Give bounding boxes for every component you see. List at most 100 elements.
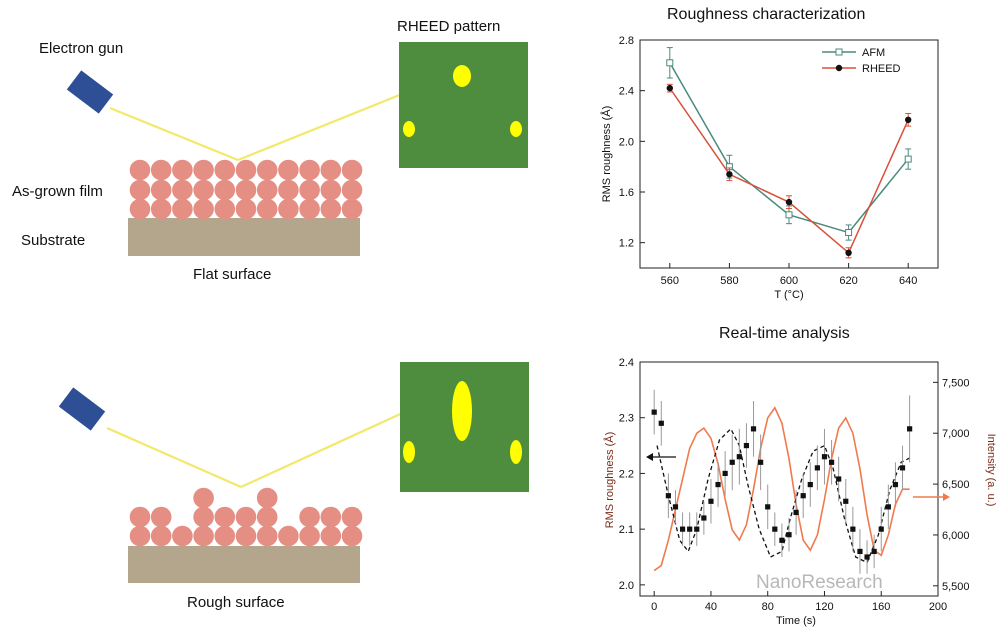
chart1-point-rheed [785,198,793,206]
chart2-point [885,504,891,510]
flat-surface-label: Flat surface [193,266,272,283]
substrate-bottom [128,546,360,583]
chart1-ylabel: RMS roughness (Å) [600,106,613,203]
chart2-point [722,470,728,477]
film-sphere [214,179,236,201]
film-sphere [193,487,214,509]
film-sphere [341,525,363,547]
electron-gun-top [66,70,114,114]
chart2-arrowhead-right [943,493,950,501]
film-sphere [172,198,193,220]
chart2-point [836,476,842,482]
chart2-xtick-label: 40 [705,601,717,613]
chart2-point [907,426,913,432]
film-sphere [320,198,342,220]
beam-incident-top [109,106,239,162]
chart2-point [814,465,820,471]
chart1-point-afm [904,155,912,163]
chart2-point [658,420,664,426]
film-sphere [341,198,363,220]
film-sphere [299,159,320,181]
film-sphere [235,179,257,201]
chart1-xtick-label: 640 [899,275,917,287]
chart2-point [708,498,714,504]
film-sphere [150,198,172,220]
realtime-chart: 2.0 2.1 2.2 2.3 2.4 5,500 6,000 6,500 7,000 7,500… [603,357,997,627]
film-sphere [172,179,193,201]
roughness-chart: 1.2 1.6 2.0 2.4 2.8 560 580 600 620 640 T (°C) RMS … [600,35,939,301]
chart1-xtick-label: 620 [839,275,857,287]
chart2-point [899,465,906,471]
rheed-spot-left-top [403,121,415,137]
film-sphere [129,506,151,528]
film-sphere [235,159,257,181]
beam-incident-bottom [106,426,242,489]
chart2-y2tick-label: 6,000 [942,530,970,542]
film-sphere [278,525,299,547]
chart1-xlabel: T (°C) [774,289,803,301]
chart2-xtick-label: 0 [651,601,657,613]
chart2-xtick-label: 120 [815,601,833,613]
chart2-title: Real-time analysis [719,325,850,342]
film-sphere [341,506,363,528]
chart2-point [729,459,735,465]
film-sphere [129,525,151,547]
beam-reflected-top [237,90,408,162]
chart2-ytick-label: 2.2 [619,468,634,480]
chart2-y2tick-label: 6,500 [942,479,970,491]
film-sphere [256,198,278,220]
chart2-point [878,526,884,532]
substrate-top [128,218,360,256]
film-sphere [214,159,236,181]
film-sphere [256,159,278,181]
chart2-arrowhead-left [646,453,653,461]
chart2-point [807,481,813,488]
film-sphere [256,506,278,528]
chart1-ytick-label: 2.8 [619,35,634,47]
chart2-xtick-label: 80 [762,601,774,613]
film-sphere [129,159,151,181]
film-sphere [214,525,236,547]
chart2-ytick-label: 2.4 [619,357,634,369]
film-sphere [150,179,172,201]
chart2-point [864,554,870,560]
chart1-point-rheed [666,84,673,92]
chart1-point-afm [666,59,674,67]
film-sphere [320,525,342,547]
chart2-point [694,526,700,532]
chart2-point [828,459,835,465]
film-sphere [278,198,299,220]
as-grown-film-label: As-grown film [12,183,103,200]
film-sphere [150,525,172,547]
chart2-frame [639,361,939,597]
film-sphere [299,179,320,201]
chart2-point [892,481,899,488]
film-sphere [235,525,257,547]
film-sphere [299,198,320,220]
chart1-xtick-label: 600 [780,275,798,287]
substrate-label: Substrate [21,232,86,249]
chart1-ytick-label: 2.4 [619,86,634,98]
chart2-point [793,509,799,516]
rheed-screen-top [399,42,528,168]
chart2-xlabel: Time (s) [776,615,816,627]
chart2-y2tick-label: 7,500 [942,377,970,389]
chart2-point [843,498,849,504]
chart2-point [772,526,778,532]
film-sphere [193,525,214,547]
chart2-point [857,548,863,555]
rheed-spot-right-bottom [510,440,522,464]
chart2-point [651,409,657,415]
electron-gun-bottom [58,387,106,431]
chart1-title: Roughness characterization [667,6,866,23]
chart1-series-line-rheed [669,87,909,255]
rough-surface-label: Rough surface [187,594,285,611]
film-sphere [278,159,299,181]
chart2-point [765,504,771,510]
chart1-point-rheed [726,171,733,178]
film-sphere [129,179,151,201]
beam-reflected-bottom [240,409,410,488]
electron-gun-label: Electron gun [39,40,124,57]
film-sphere [193,159,214,181]
